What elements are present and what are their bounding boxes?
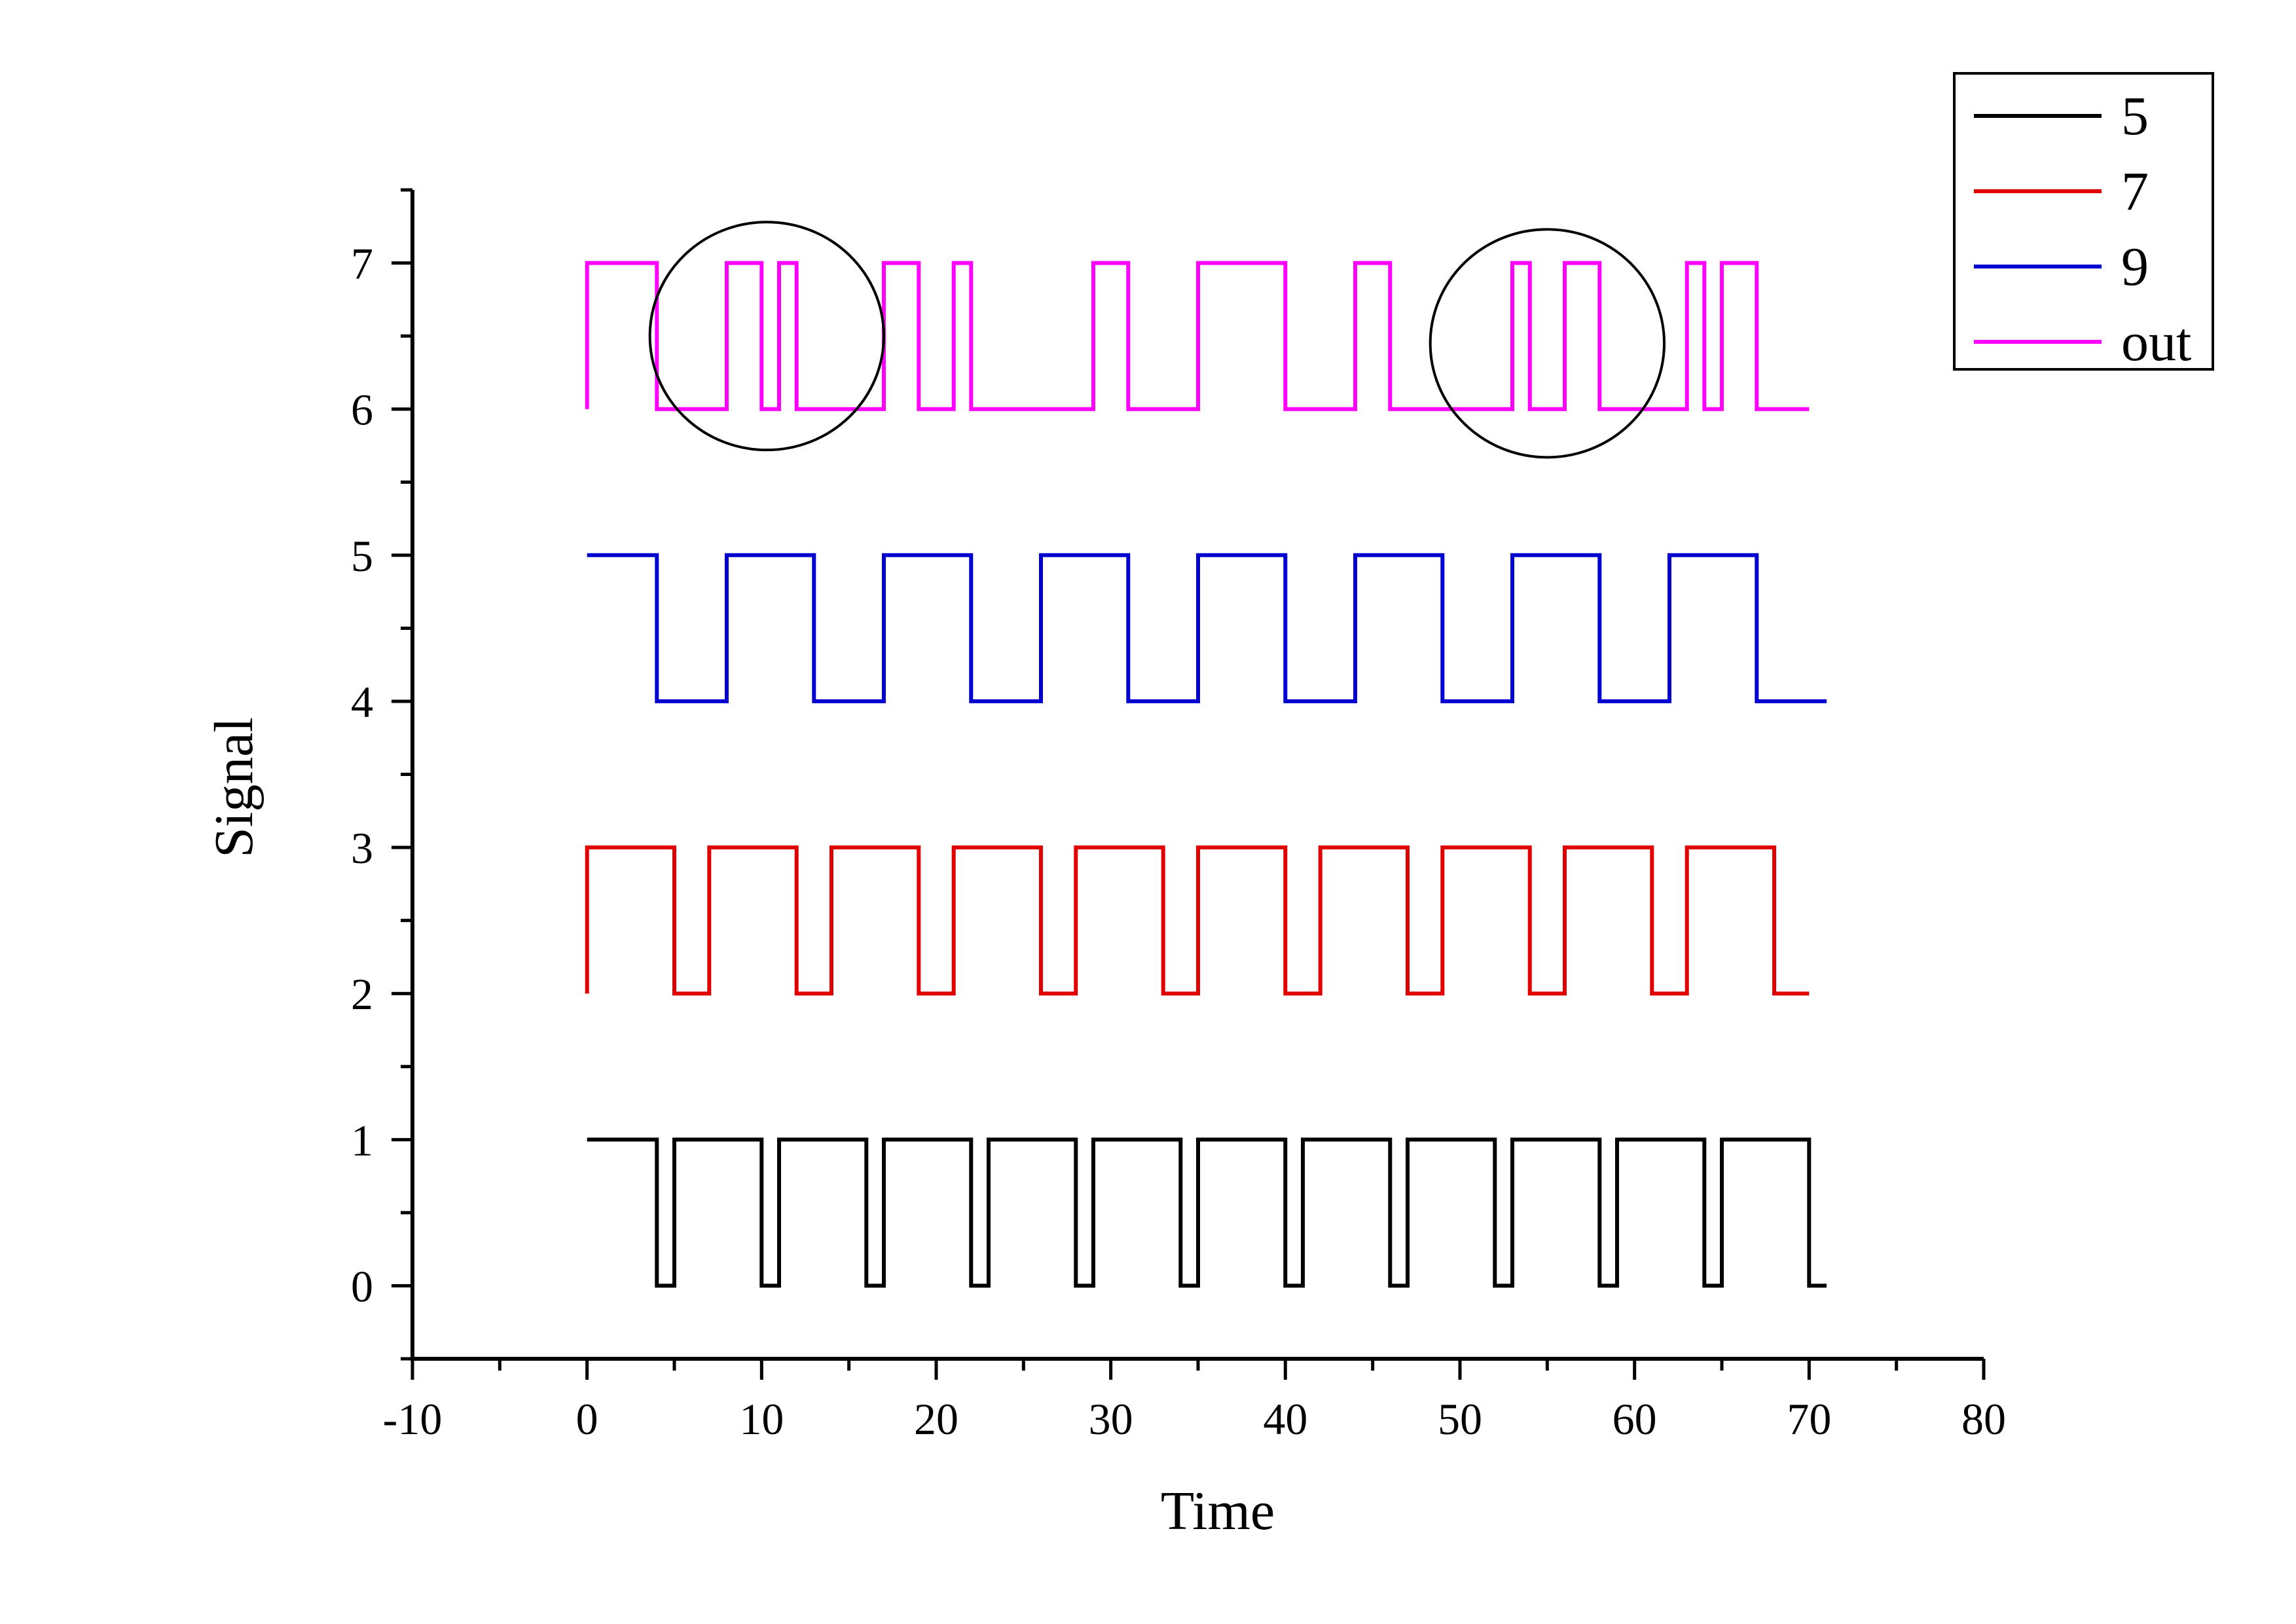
x-tick-label: 40 — [1263, 1394, 1307, 1444]
y-tick-label: 5 — [351, 531, 373, 581]
annotation-circle — [648, 221, 886, 452]
legend-label-out: out — [2121, 312, 2191, 373]
legend-label-9: 9 — [2121, 236, 2149, 297]
x-tick-label: 0 — [576, 1394, 598, 1444]
axes: -10 0 10 20 30 40 50 60 70 80 0 1 2 3 4 5 6 7 — [351, 188, 2006, 1444]
y-tick-label: 4 — [351, 677, 373, 727]
legend-label-5: 5 — [2121, 86, 2149, 147]
x-tick-label: 30 — [1089, 1394, 1133, 1444]
legend-box — [1953, 72, 2214, 371]
x-tick-label: 80 — [1961, 1394, 2006, 1444]
series-line-out — [585, 261, 1810, 411]
x-ticks: -10 0 10 20 30 40 50 60 70 80 — [383, 1359, 2006, 1444]
series-layer — [585, 261, 1827, 1288]
y-tick-label: 7 — [351, 239, 373, 289]
y-tick-label: 1 — [351, 1115, 373, 1165]
y-tick-label: 6 — [351, 385, 373, 435]
series-line-7 — [585, 845, 1810, 996]
x-axis-title: Time — [1161, 1481, 1275, 1541]
annotation-circle — [1429, 228, 1666, 459]
x-tick-label: 10 — [739, 1394, 784, 1444]
x-tick-label: 70 — [1787, 1394, 1831, 1444]
x-tick-label: 20 — [914, 1394, 958, 1444]
series-line-5 — [587, 1137, 1827, 1288]
x-tick-label: 50 — [1438, 1394, 1482, 1444]
y-tick-label: 2 — [351, 969, 373, 1019]
legend-label-7: 7 — [2121, 161, 2149, 222]
y-axis-title: Signal — [204, 717, 264, 858]
annotation-layer — [648, 221, 1666, 459]
y-tick-label: 0 — [351, 1261, 373, 1311]
series-line-9 — [587, 553, 1827, 703]
y-tick-label: 3 — [351, 823, 373, 873]
x-tick-label: -10 — [383, 1394, 443, 1444]
legend: 5 7 9 out — [1953, 72, 2214, 373]
x-tick-label: 60 — [1613, 1394, 1657, 1444]
y-ticks: 0 1 2 3 4 5 6 7 — [351, 188, 412, 1361]
